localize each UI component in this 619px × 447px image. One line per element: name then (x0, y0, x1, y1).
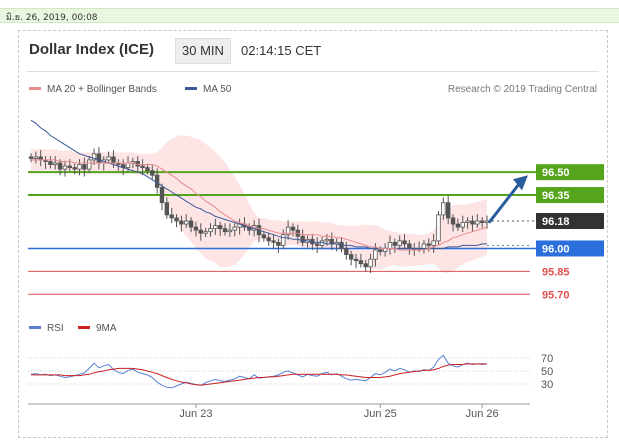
candle (140, 159, 145, 176)
candle (159, 183, 165, 211)
level-label-95.85: 95.85 (542, 266, 570, 278)
level-label-96.50: 96.50 (542, 167, 570, 179)
candle (426, 238, 431, 252)
candle (266, 232, 271, 246)
candle (174, 214, 179, 228)
candle (203, 227, 208, 238)
candle (392, 238, 398, 253)
level-box-96.35 (536, 187, 604, 204)
candle (33, 151, 39, 164)
candle (397, 235, 402, 250)
candle (470, 215, 475, 232)
level-label-96.18: 96.18 (542, 216, 570, 228)
level-label-96.00: 96.00 (542, 243, 570, 255)
candle (271, 233, 276, 249)
candle (145, 163, 150, 175)
candle (213, 218, 218, 235)
candle (193, 221, 199, 237)
candle (82, 157, 87, 177)
date-text: มิ.ย. 26, 2019, 00:08 (6, 13, 98, 23)
candle (363, 259, 368, 272)
x-tick-label: Jun 26 (466, 408, 499, 420)
ma50-legend-swatch (185, 87, 197, 90)
candle (227, 223, 233, 237)
rsi-ma-legend-label: 9MA (96, 323, 117, 334)
candle (179, 215, 184, 232)
x-tick-label: Jun 25 (364, 408, 397, 420)
candle (475, 214, 480, 228)
interval-button[interactable]: 30 MIN (175, 38, 231, 64)
ma20-legend-swatch (29, 87, 41, 90)
candle (150, 165, 155, 181)
candle (460, 215, 465, 233)
candle (53, 156, 58, 170)
candle (72, 163, 77, 175)
rsi-legend-swatch (29, 326, 41, 329)
candle (188, 217, 194, 233)
bollinger-band (31, 135, 487, 273)
rsi-ma-legend-swatch (78, 326, 90, 329)
candle (402, 233, 407, 249)
instrument-title: Dollar Index (ICE) (29, 41, 155, 58)
rsi-tick-label: 50 (541, 366, 553, 378)
candle (222, 223, 228, 236)
candle (315, 237, 320, 253)
candle (465, 217, 470, 229)
candle (353, 253, 359, 269)
candle (455, 218, 461, 231)
candle (217, 221, 223, 237)
candle (290, 223, 296, 237)
candle (184, 214, 189, 228)
candle (48, 156, 53, 169)
candle (378, 246, 383, 256)
candle (276, 238, 281, 253)
candle (208, 223, 213, 237)
ma50-legend-label: MA 50 (203, 84, 232, 95)
rsi-tick-label: 70 (541, 353, 553, 365)
candle (91, 148, 97, 165)
candle (285, 220, 291, 240)
date-bar: มิ.ย. 26, 2019, 00:08 (0, 8, 619, 23)
level-box-96.00 (536, 240, 604, 257)
candle (441, 197, 446, 220)
candle (198, 223, 203, 241)
candle (348, 250, 354, 266)
header-divider (27, 71, 599, 72)
rsi-legend-label: RSI (47, 323, 64, 334)
candle (445, 195, 451, 225)
x-tick-label: Jun 23 (179, 408, 212, 420)
candle (368, 253, 373, 274)
candle (450, 214, 456, 232)
candle (62, 160, 68, 177)
candle (87, 156, 92, 173)
candle (28, 153, 34, 163)
candle (436, 211, 441, 245)
candle (344, 241, 349, 260)
level-box-96.50 (536, 164, 604, 181)
candle (169, 208, 174, 223)
time-label: 02:14:15 CET (241, 43, 322, 58)
candle (358, 253, 364, 268)
ma20-line (31, 159, 488, 251)
candle (232, 223, 237, 237)
level-label-96.35: 96.35 (542, 190, 570, 202)
level-box-96.18 (536, 213, 604, 229)
candle (479, 217, 485, 228)
candle (261, 230, 267, 242)
ma20-legend-label: MA 20 + Bollinger Bands (47, 84, 157, 95)
rsi-ma-line (31, 363, 487, 386)
forecast-arrow (487, 179, 524, 224)
level-label-95.70: 95.70 (542, 289, 570, 301)
candle (300, 229, 305, 247)
candle (106, 151, 111, 164)
candle (77, 159, 82, 176)
credit-text: Research © 2019 Trading Central (448, 84, 597, 95)
rsi-tick-label: 30 (541, 379, 553, 391)
candle (164, 197, 170, 219)
forecast-arrowhead (513, 175, 528, 191)
candle (431, 233, 436, 253)
